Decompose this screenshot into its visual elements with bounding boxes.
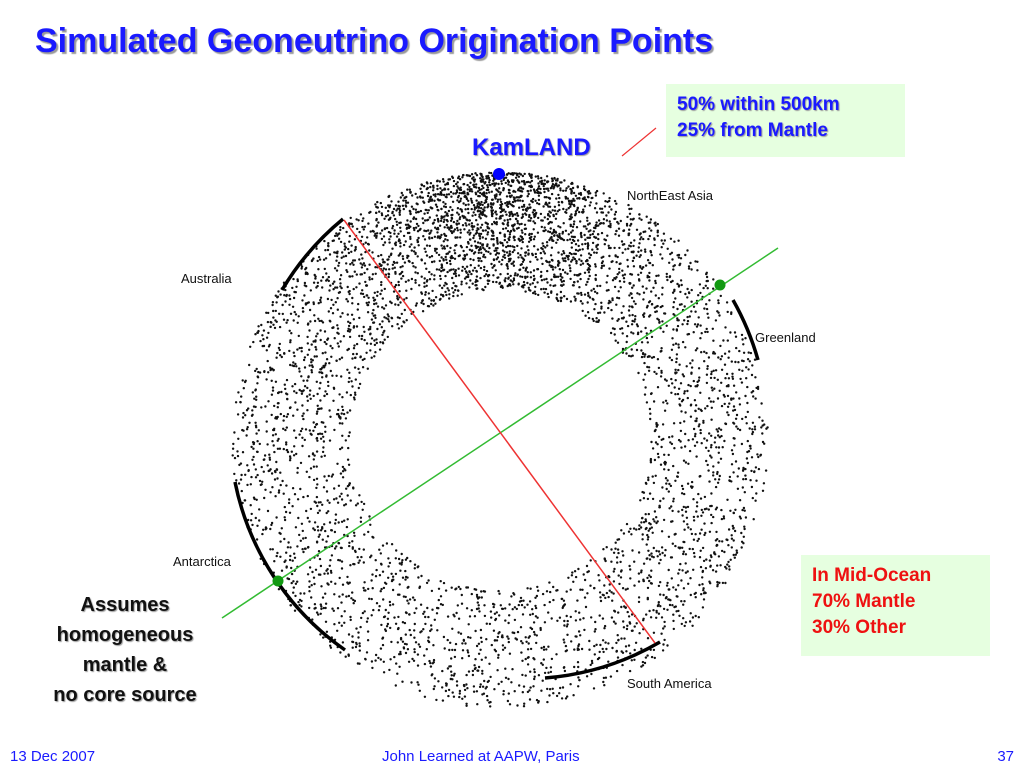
region-label-antarctica: Antarctica	[173, 554, 231, 569]
region-label-greenland: Greenland	[755, 330, 816, 345]
callout-line	[621, 127, 657, 157]
ocean-line-3: 30% Other	[812, 617, 906, 638]
green-marker-antarctica	[272, 575, 284, 587]
kamland-marker	[493, 168, 505, 180]
assumptions-line-2: homogeneous	[56, 624, 194, 646]
footer-author: John Learned at AAPW, Paris	[382, 748, 580, 765]
assumptions-line-3: mantle &	[82, 654, 168, 676]
statistics-box-bottom: In Mid-Ocean 70% Mantle 30% Other	[801, 555, 990, 656]
green-marker-greenland	[714, 279, 726, 291]
antarctica-arc	[233, 481, 347, 652]
statistics-box-top: 50% within 500km 25% from Mantle	[666, 84, 905, 157]
ocean-line-2: 70% Mantle	[812, 591, 916, 612]
region-label-australia: Australia	[181, 271, 232, 286]
continent-arcs	[233, 217, 760, 680]
region-label-south-america: South America	[627, 676, 712, 691]
assumptions-note: Assumes homogeneous mantle & no core sou…	[20, 590, 230, 710]
australia-arc	[280, 217, 345, 291]
stat-line-2: 25% from Mantle	[677, 120, 828, 141]
south-america-arc	[544, 640, 661, 680]
footer-page-number: 37	[997, 748, 1014, 765]
slide-title: Simulated Geoneutrino Origination Points	[35, 22, 714, 60]
ocean-line-1: In Mid-Ocean	[812, 565, 932, 586]
greenland-arc	[731, 299, 760, 361]
red-line	[343, 219, 656, 644]
assumptions-line-4: no core source	[53, 684, 197, 706]
origination-points	[231, 171, 769, 708]
assumptions-line-1: Assumes	[80, 594, 170, 616]
footer-date: 13 Dec 2007	[10, 748, 96, 765]
region-label-northeast-asia: NorthEast Asia	[627, 188, 713, 203]
stat-line-1: 50% within 500km	[677, 94, 840, 115]
kamland-label: KamLAND	[472, 134, 591, 161]
